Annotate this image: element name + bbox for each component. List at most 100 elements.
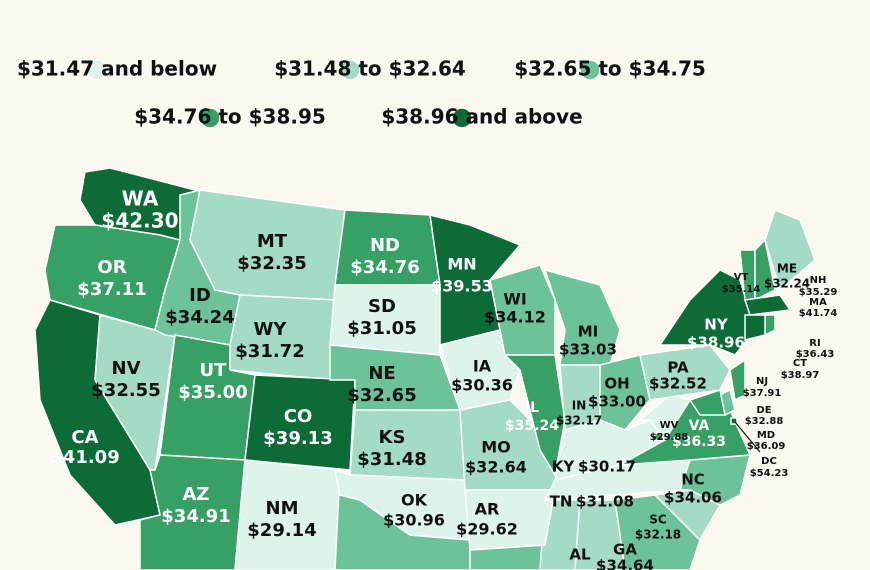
state-value: $33.03: [559, 341, 617, 359]
state-code: WV: [660, 420, 679, 431]
state-value: $41.74: [799, 308, 838, 319]
state-code: NV: [112, 358, 141, 379]
state-value: $30.96: [383, 511, 445, 530]
state-code: OR: [97, 257, 126, 278]
state-code: SD: [368, 296, 396, 317]
state-value: $29.88: [650, 432, 689, 443]
state-value: $30.17: [578, 458, 636, 476]
state-shape: [574, 499, 626, 570]
legend-swatch: [339, 59, 361, 81]
state-value: $32.65: [347, 385, 416, 406]
state-shape: [764, 209, 816, 292]
state-value: $38.97: [781, 370, 820, 381]
state-code: NC: [681, 471, 705, 489]
state-code: ID: [189, 285, 211, 306]
state-shape: [614, 494, 701, 570]
state-code: CT: [793, 358, 807, 369]
state-code: SC: [649, 513, 667, 527]
state-value: $39.13: [263, 428, 332, 449]
legend-label: $38.96 and above: [381, 105, 582, 129]
state-code: ME: [777, 262, 797, 276]
state-value: $29.14: [247, 520, 316, 541]
state-code: MI: [578, 323, 599, 341]
state-code: IA: [473, 357, 492, 376]
state-code: MD: [757, 430, 775, 441]
leader-line: [734, 421, 761, 453]
state-value: $34.24: [165, 307, 234, 328]
state-shape: [439, 329, 521, 411]
state-shape: [637, 394, 692, 442]
state-value: $35.24: [505, 418, 559, 434]
state-value: $31.05: [347, 318, 416, 339]
state-value: $42.30: [101, 209, 178, 233]
state-value: $31.08: [576, 493, 634, 511]
state-value: $36.33: [672, 434, 726, 450]
state-value: $37.91: [743, 388, 782, 399]
state-value: $31.48: [357, 449, 426, 470]
state-value: $35.14: [722, 284, 761, 295]
state-value: $32.55: [91, 380, 160, 401]
state-shape: [489, 264, 556, 356]
state-value: $32.64: [465, 458, 527, 477]
state-shape: [234, 459, 341, 570]
legend-label: $34.76 to $38.95: [134, 105, 326, 129]
state-value: $34.91: [161, 506, 230, 527]
state-value: $32.88: [745, 416, 784, 427]
state-shape: [639, 344, 731, 401]
state-value: $39.53: [431, 277, 493, 296]
state-value: $36.09: [747, 441, 786, 452]
state-code: IN: [572, 399, 587, 413]
state-value: $38.96: [687, 334, 745, 352]
state-code: MT: [257, 231, 288, 252]
state-code: NM: [266, 498, 299, 519]
state-code: AL: [569, 546, 591, 564]
state-value: $35.29: [799, 287, 838, 298]
state-value: $35.00: [178, 382, 247, 403]
state-code: GA: [613, 541, 637, 559]
state-code: NY: [704, 316, 729, 334]
state-code: KS: [379, 427, 406, 448]
state-shape: [688, 389, 726, 416]
state-value: $36.43: [796, 349, 835, 360]
state-code: PA: [667, 359, 689, 377]
state-code: NE: [368, 363, 395, 384]
state-code: KY: [552, 458, 576, 476]
state-value: $34.06: [664, 489, 722, 507]
state-value: $31.72: [235, 341, 304, 362]
state-value: $32.24: [764, 277, 810, 291]
state-code: NJ: [756, 376, 768, 387]
legend-label: $31.47 and below: [17, 57, 217, 81]
state-code: NH: [810, 275, 827, 286]
state-code: AZ: [183, 484, 210, 505]
state-code: MA: [809, 297, 827, 308]
state-code: DE: [756, 405, 771, 416]
state-shape: [503, 354, 566, 478]
state-code: WY: [254, 319, 288, 340]
legend-swatch: [199, 107, 221, 129]
state-shape: [754, 238, 776, 302]
state-code: OK: [401, 491, 428, 510]
state-code: MO: [481, 438, 511, 457]
state-shape: [744, 294, 792, 316]
state-code: UT: [200, 360, 228, 381]
legend-swatch: [579, 59, 601, 81]
state-shape: [229, 294, 336, 381]
state-code: TN: [550, 493, 573, 511]
state-shape: [599, 354, 651, 431]
legend-label: $31.48 to $32.64: [274, 57, 466, 81]
state-code: AR: [475, 500, 500, 519]
state-code: DC: [761, 456, 777, 467]
state-value: $34.64: [596, 557, 654, 570]
state-code: CO: [284, 406, 313, 427]
state-code: OH: [604, 375, 629, 393]
state-value: $33.00: [588, 393, 646, 411]
state-code: MN: [447, 255, 476, 274]
state-value: $34.12: [484, 308, 546, 327]
state-value: $32.17: [556, 414, 602, 428]
state-code: IL: [525, 400, 539, 416]
state-value: $37.11: [77, 279, 146, 300]
state-code: WA: [122, 187, 159, 211]
state-value: $32.18: [635, 528, 681, 542]
state-value: $32.35: [237, 253, 306, 274]
